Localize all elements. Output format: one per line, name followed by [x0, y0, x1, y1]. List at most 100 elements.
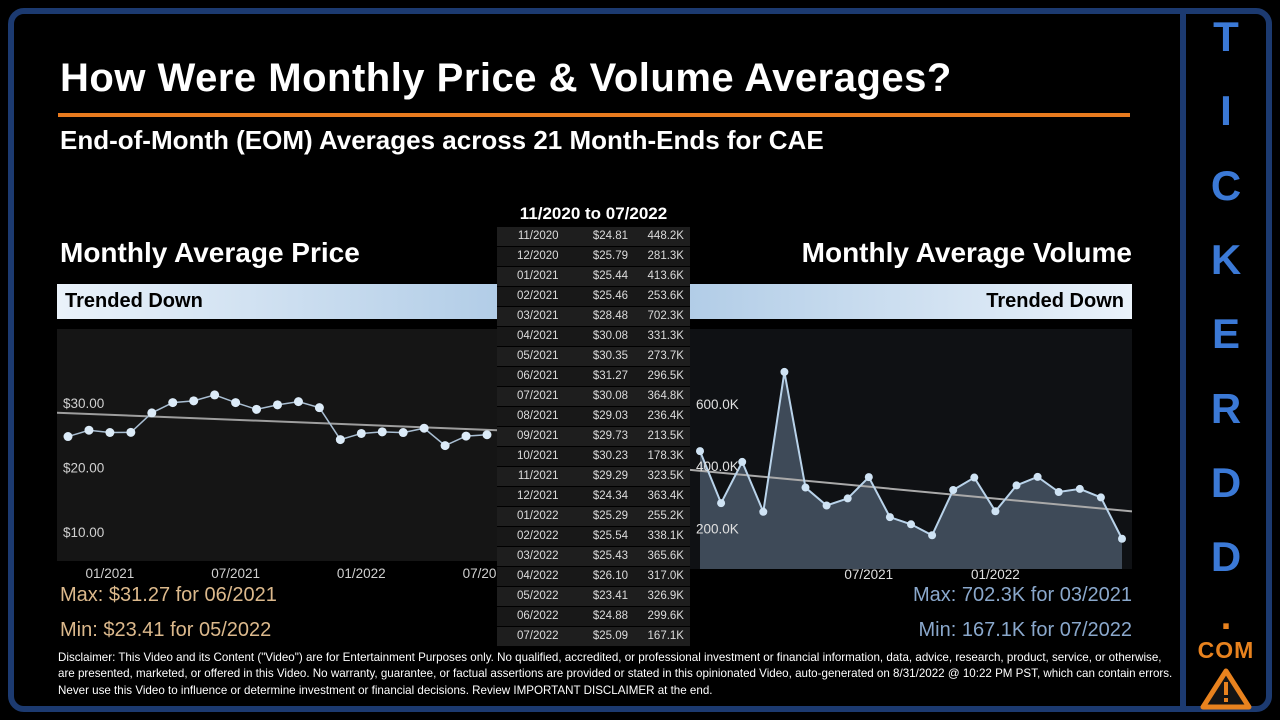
- cell-volume: 281.3K: [647, 250, 684, 262]
- cell-volume: 296.5K: [647, 370, 684, 382]
- table-row: 05/2021 $30.35 273.7K: [497, 347, 690, 367]
- table-row: 06/2021 $31.27 296.5K: [497, 367, 690, 387]
- svg-text:01/2022: 01/2022: [971, 567, 1020, 582]
- svg-text:07/2021: 07/2021: [844, 567, 893, 582]
- cell-price: $23.41: [592, 590, 629, 602]
- volume-trend-label: Trended Down: [986, 290, 1124, 312]
- cell-volume: 273.7K: [647, 350, 684, 362]
- page-title: How Were Monthly Price & Volume Averages…: [60, 56, 952, 100]
- brand-letter: K: [1210, 235, 1242, 283]
- cell-month: 12/2021: [516, 490, 559, 502]
- svg-text:$10.00: $10.00: [63, 525, 104, 540]
- cell-month: 01/2022: [516, 510, 559, 522]
- table-row: 11/2021 $29.29 323.5K: [497, 467, 690, 487]
- cell-volume: 167.1K: [647, 630, 684, 642]
- brand-com: COM: [1197, 637, 1255, 663]
- cell-month: 09/2021: [516, 430, 559, 442]
- cell-volume: 326.9K: [647, 590, 684, 602]
- volume-min-label: Min: 167.1K for 07/2022: [918, 619, 1132, 641]
- table-row: 03/2022 $25.43 365.6K: [497, 547, 690, 567]
- cell-month: 06/2022: [516, 610, 559, 622]
- warning-triangle-logo: [1200, 668, 1252, 710]
- cell-month: 07/2022: [516, 630, 559, 642]
- cell-price: $28.48: [592, 310, 629, 322]
- subtitle: End-of-Month (EOM) Averages across 21 Mo…: [60, 125, 824, 155]
- cell-price: $31.27: [592, 370, 629, 382]
- cell-month: 11/2021: [517, 470, 559, 482]
- cell-price: $30.23: [592, 450, 629, 462]
- title-underline: [58, 113, 1130, 117]
- table-row: 01/2022 $25.29 255.2K: [497, 507, 690, 527]
- cell-month: 01/2021: [516, 270, 559, 282]
- svg-text:07/2021: 07/2021: [211, 566, 260, 581]
- cell-price: $25.29: [592, 510, 629, 522]
- cell-price: $25.09: [592, 630, 629, 642]
- cell-price: $30.35: [592, 350, 629, 362]
- cell-month: 02/2021: [516, 290, 559, 302]
- price-chart: $30.00 $20.00 $10.00 01/2021 07/2021 01/2022 0…: [57, 329, 497, 581]
- cell-price: $29.29: [592, 470, 629, 482]
- cell-month: 07/2021: [516, 390, 559, 402]
- cell-volume: 323.5K: [647, 470, 684, 482]
- cell-month: 05/2022: [516, 590, 559, 602]
- cell-month: 04/2021: [516, 330, 559, 342]
- price-max-label: Max: $31.27 for 06/2021: [60, 584, 277, 606]
- table-row: 10/2021 $30.23 178.3K: [497, 447, 690, 467]
- cell-volume: 338.1K: [647, 530, 684, 542]
- table-row: 12/2020 $25.79 281.3K: [497, 247, 690, 267]
- cell-volume: 317.0K: [647, 570, 684, 582]
- cell-month: 02/2022: [516, 530, 559, 542]
- cell-volume: 299.6K: [647, 610, 684, 622]
- cell-volume: 448.2K: [647, 230, 684, 242]
- svg-text:07/2022: 07/2022: [463, 566, 497, 581]
- cell-price: $29.73: [592, 430, 629, 442]
- rail-divider: [1180, 10, 1186, 710]
- table-row: 12/2021 $24.34 363.4K: [497, 487, 690, 507]
- cell-price: $29.03: [592, 410, 629, 422]
- svg-text:01/2022: 01/2022: [337, 566, 386, 581]
- cell-price: $26.10: [592, 570, 629, 582]
- table-row: 07/2021 $30.08 364.8K: [497, 387, 690, 407]
- price-trend-label: Trended Down: [65, 290, 203, 312]
- brand-letter: C: [1210, 161, 1242, 209]
- brand-letter: E: [1211, 310, 1240, 358]
- cell-volume: 178.3K: [647, 450, 684, 462]
- volume-chart: 600.0K 400.0K 200.0K 07/2021 01/2022: [690, 329, 1132, 582]
- cell-price: $25.46: [592, 290, 629, 302]
- table-row: 05/2022 $23.41 326.9K: [497, 587, 690, 607]
- cell-volume: 413.6K: [647, 270, 684, 282]
- cell-volume: 255.2K: [647, 510, 684, 522]
- cell-price: $30.08: [592, 390, 629, 402]
- svg-text:$20.00: $20.00: [63, 461, 104, 476]
- cell-volume: 702.3K: [647, 310, 684, 322]
- brand-letter: D: [1210, 533, 1242, 581]
- volume-section-heading: Monthly Average Volume: [801, 237, 1132, 268]
- table-row: 02/2021 $25.46 253.6K: [497, 287, 690, 307]
- cell-month: 12/2020: [516, 250, 559, 262]
- cell-month: 04/2022: [516, 570, 559, 582]
- cell-month: 03/2021: [516, 310, 559, 322]
- cell-volume: 365.6K: [647, 550, 684, 562]
- table-row: 07/2022 $25.09 167.1K: [497, 627, 690, 647]
- cell-volume: 253.6K: [647, 290, 684, 302]
- table-header: 11/2020 to 07/2022: [519, 204, 668, 223]
- svg-text:600.0K: 600.0K: [696, 397, 739, 412]
- cell-volume: 363.4K: [647, 490, 684, 502]
- cell-volume: 331.3K: [647, 330, 684, 342]
- table-row: 02/2022 $25.54 338.1K: [497, 527, 690, 547]
- cell-volume: 236.4K: [647, 410, 684, 422]
- price-trend-banner: Trended Down: [57, 284, 497, 319]
- table-row: 11/2020 $24.81 448.2K: [497, 227, 690, 247]
- cell-price: $30.08: [592, 330, 629, 342]
- table-row: 04/2022 $26.10 317.0K: [497, 567, 690, 587]
- cell-price: $25.43: [592, 550, 629, 562]
- price-min-label: Min: $23.41 for 05/2022: [60, 619, 272, 641]
- table-row: 06/2022 $24.88 299.6K: [497, 607, 690, 627]
- svg-text:$30.00: $30.00: [63, 396, 104, 411]
- cell-volume: 364.8K: [647, 390, 684, 402]
- brand-letter: I: [1220, 87, 1232, 135]
- eom-table: 11/2020 $24.81 448.2K 12/2020 $25.79 281.3K 01…: [497, 227, 690, 647]
- cell-month: 10/2021: [516, 450, 559, 462]
